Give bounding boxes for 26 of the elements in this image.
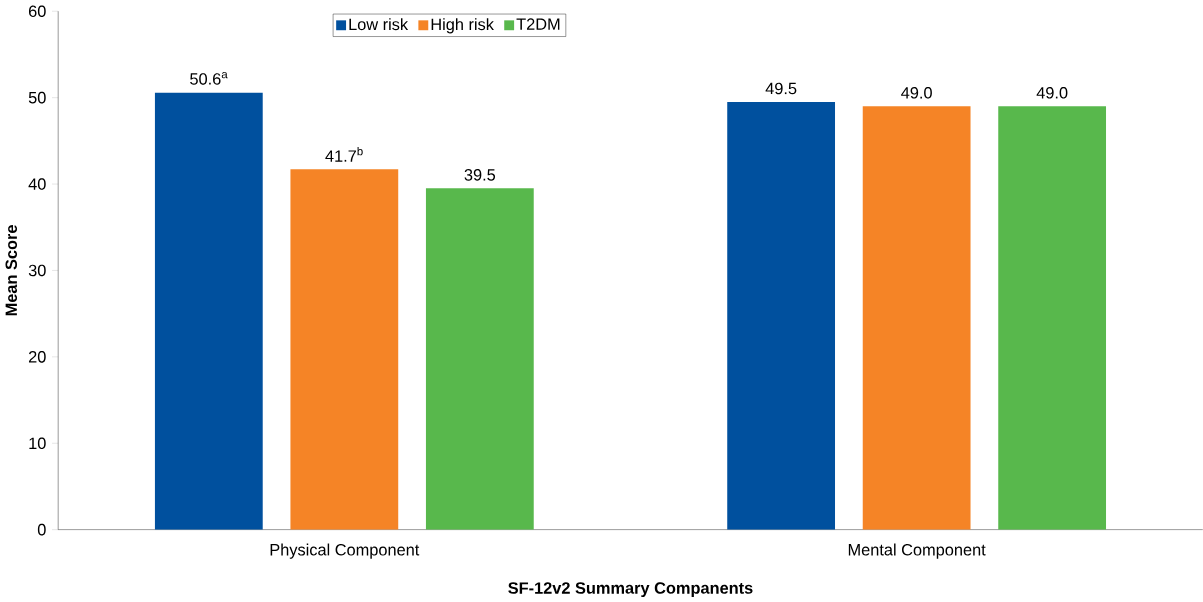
legend-label: High risk [431,17,494,34]
legend-label: T2DM [516,18,560,30]
data-label: 41.7$^{b}$ [325,146,363,162]
y-tick-label: 0 [37,523,46,536]
y-tick-label: 20 [28,350,46,363]
x-tick-label: Mental Component [848,543,986,559]
bar [290,169,399,530]
y-tick-label: 30 [28,264,46,277]
y-axis-title: Mean Score [5,224,18,316]
x-tick-label: Physical Component [270,543,420,559]
x-axis-title: SF-12v2 Summary Companents [508,581,753,597]
bar [998,106,1107,530]
data-label: 49.5 [765,82,797,95]
y-tick-label: 10 [29,437,46,449]
bar [862,106,971,530]
data-label: 49.0 [901,86,932,99]
data-label: 49.0 [1036,86,1068,99]
data-label: 39.5 [464,168,496,181]
legend-label: Low risk [349,17,409,30]
bar [154,92,263,530]
data-label: 50.6$^{a}$ [190,71,228,85]
y-tick-label: 40 [28,178,46,190]
bar [727,101,836,530]
y-tick-label: 50 [28,91,46,104]
bar [425,188,534,530]
y-tick-label: 60 [29,5,46,17]
